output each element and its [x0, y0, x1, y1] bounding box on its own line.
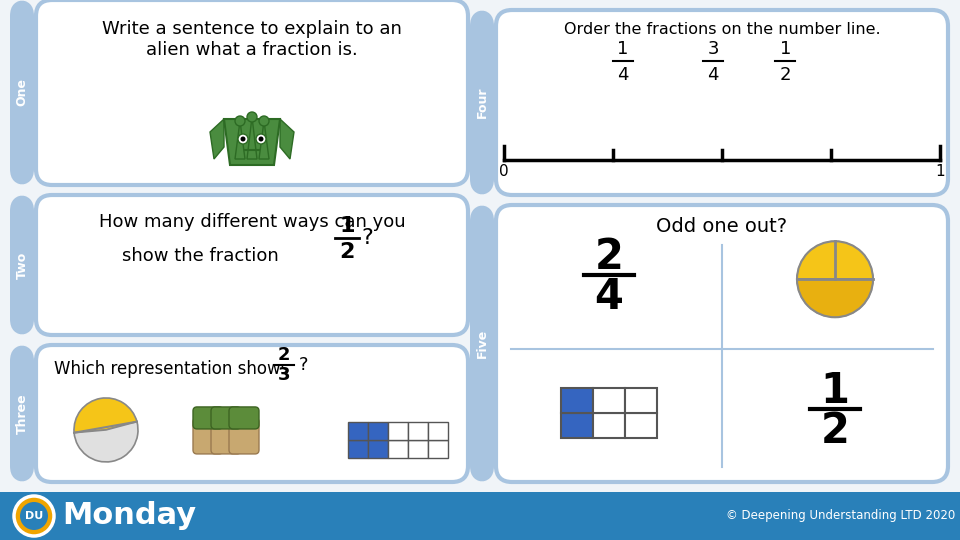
Text: Two: Two	[15, 252, 29, 279]
Text: 0: 0	[499, 164, 509, 179]
Text: 2: 2	[821, 410, 850, 452]
Bar	[561, 388, 593, 413]
Bar	[368, 440, 388, 458]
Bar	[348, 440, 368, 458]
Circle shape	[238, 134, 248, 144]
Wedge shape	[797, 241, 873, 279]
Text: One: One	[15, 78, 29, 106]
FancyBboxPatch shape	[229, 418, 259, 454]
Text: 1: 1	[780, 40, 791, 58]
Text: Which representation shows: Which representation shows	[54, 360, 289, 378]
FancyBboxPatch shape	[10, 195, 34, 335]
Bar	[428, 440, 448, 458]
Text: ?: ?	[300, 356, 309, 374]
Text: Write a sentence to explain to an
alien what a fraction is.: Write a sentence to explain to an alien …	[102, 20, 402, 59]
Bar	[388, 422, 408, 440]
Text: 4: 4	[617, 66, 628, 84]
Circle shape	[14, 496, 54, 536]
Circle shape	[259, 116, 269, 126]
Text: Three: Three	[15, 393, 29, 434]
Bar	[593, 388, 625, 413]
Polygon shape	[224, 119, 280, 165]
Bar	[593, 413, 625, 438]
Bar	[388, 440, 408, 458]
Text: Four: Four	[475, 87, 489, 118]
Bar	[625, 413, 657, 438]
Bar	[625, 388, 657, 413]
Text: 1: 1	[339, 216, 355, 236]
Text: DU: DU	[25, 511, 43, 521]
Text: 3: 3	[708, 40, 719, 58]
Text: 1: 1	[935, 164, 945, 179]
Bar	[348, 422, 368, 440]
Polygon shape	[235, 121, 245, 159]
FancyBboxPatch shape	[36, 0, 468, 185]
Circle shape	[797, 241, 873, 317]
Polygon shape	[259, 121, 269, 159]
Text: Order the fractions on the number line.: Order the fractions on the number line.	[564, 22, 880, 37]
Circle shape	[247, 112, 257, 122]
FancyBboxPatch shape	[36, 195, 468, 335]
FancyBboxPatch shape	[211, 418, 241, 454]
Circle shape	[241, 137, 246, 141]
Text: © Deepening Understanding LTD 2020: © Deepening Understanding LTD 2020	[726, 510, 955, 523]
Wedge shape	[74, 422, 138, 462]
FancyBboxPatch shape	[496, 205, 948, 482]
Bar	[368, 422, 388, 440]
FancyBboxPatch shape	[193, 418, 223, 454]
Polygon shape	[280, 119, 294, 159]
Wedge shape	[74, 398, 137, 433]
FancyBboxPatch shape	[10, 345, 34, 482]
FancyBboxPatch shape	[211, 407, 241, 429]
Text: How many different ways can you: How many different ways can you	[99, 213, 405, 231]
Bar	[561, 413, 593, 438]
Text: 4: 4	[708, 66, 719, 84]
Text: 2: 2	[339, 242, 355, 262]
Circle shape	[258, 137, 263, 141]
Polygon shape	[247, 117, 257, 159]
FancyBboxPatch shape	[470, 10, 494, 195]
FancyBboxPatch shape	[470, 205, 494, 482]
FancyBboxPatch shape	[10, 0, 34, 185]
Circle shape	[256, 134, 266, 144]
Text: Monday: Monday	[62, 502, 196, 530]
Text: 1: 1	[617, 40, 628, 58]
Bar	[0, 492, 960, 540]
Polygon shape	[210, 119, 224, 159]
Text: 1: 1	[821, 370, 850, 411]
FancyBboxPatch shape	[36, 345, 468, 482]
FancyBboxPatch shape	[496, 10, 948, 195]
Text: 4: 4	[594, 276, 623, 318]
Bar	[408, 440, 428, 458]
Text: ?: ?	[361, 228, 372, 248]
FancyBboxPatch shape	[229, 407, 259, 429]
Bar	[428, 422, 448, 440]
Text: 3: 3	[277, 366, 290, 384]
Text: Odd one out?: Odd one out?	[657, 217, 787, 236]
Text: 2: 2	[780, 66, 791, 84]
Circle shape	[20, 502, 48, 530]
Bar	[408, 422, 428, 440]
Circle shape	[235, 116, 245, 126]
Wedge shape	[797, 279, 873, 317]
Text: Five: Five	[475, 329, 489, 358]
FancyBboxPatch shape	[193, 407, 223, 429]
Text: 2: 2	[594, 237, 623, 278]
Text: show the fraction: show the fraction	[122, 247, 278, 265]
Text: 2: 2	[277, 346, 290, 364]
